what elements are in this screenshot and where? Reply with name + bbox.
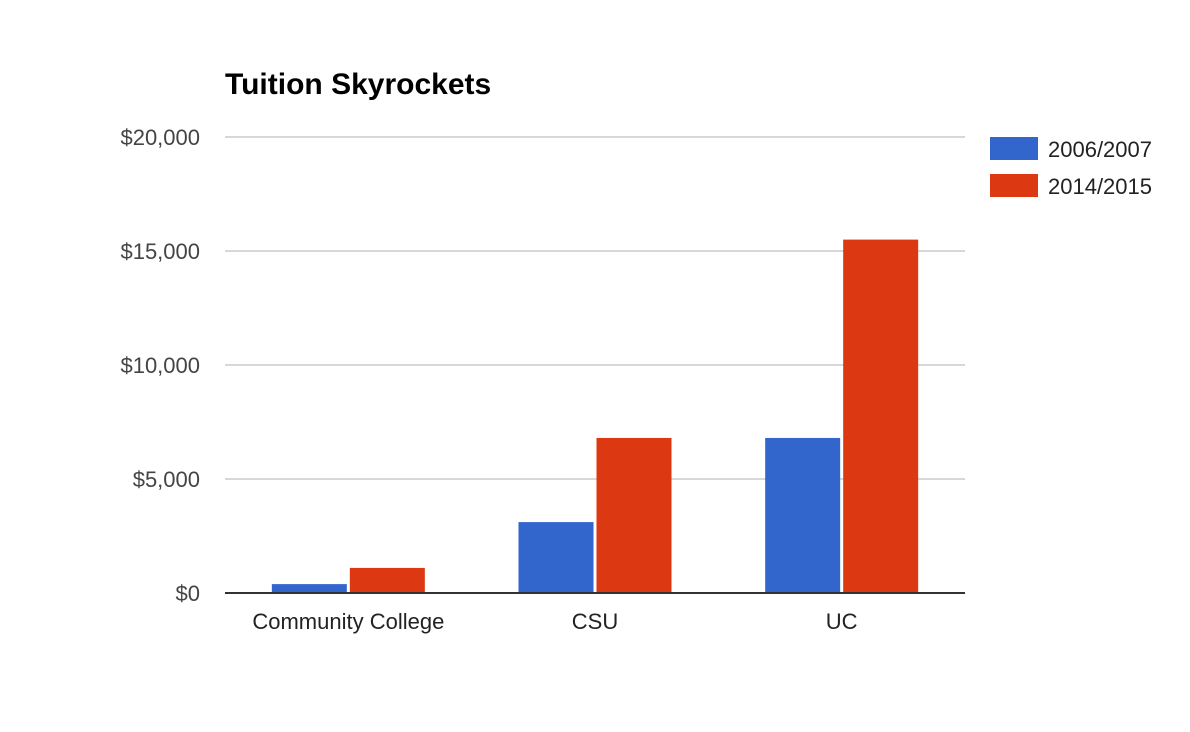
x-category-label: CSU (572, 609, 618, 634)
gridlines (225, 136, 965, 480)
legend-swatch (990, 137, 1038, 160)
legend: 2006/2007 2014/2015 (990, 137, 1152, 199)
legend-label: 2006/2007 (1048, 137, 1152, 162)
y-tick-label: $15,000 (120, 239, 200, 264)
y-tick-label: $0 (176, 581, 200, 606)
bar-uc-2006-2007 (765, 437, 841, 593)
x-axis-categories: Community College CSU UC (252, 609, 857, 634)
bars (271, 239, 919, 593)
bar-csu-2006-2007 (518, 522, 594, 593)
bar-community-college-2014-2015 (349, 567, 425, 593)
chart-title: Tuition Skyrockets (225, 68, 491, 101)
bar-uc-2014-2015 (843, 239, 919, 593)
bar-csu-2014-2015 (596, 437, 672, 593)
legend-swatch (990, 174, 1038, 197)
y-tick-label: $5,000 (133, 467, 200, 492)
y-axis-ticks: $0 $5,000 $10,000 $15,000 $20,000 (120, 125, 200, 606)
x-category-label: UC (826, 609, 858, 634)
x-category-label: Community College (252, 609, 444, 634)
y-tick-label: $10,000 (120, 353, 200, 378)
bar-community-college-2006-2007 (271, 584, 347, 593)
y-tick-label: $20,000 (120, 125, 200, 150)
legend-label: 2014/2015 (1048, 174, 1152, 199)
